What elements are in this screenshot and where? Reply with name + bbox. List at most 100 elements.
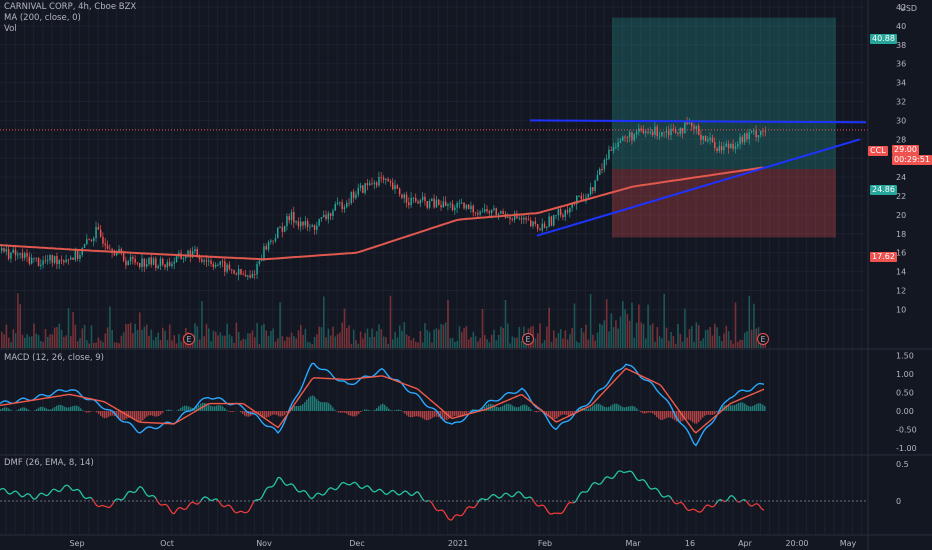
volume-bar	[589, 294, 592, 348]
dmf-segment	[609, 477, 613, 480]
ma-legend[interactable]: MA (200, close, 0)	[4, 13, 81, 23]
dmf-segment	[217, 499, 221, 504]
candle-body	[343, 207, 346, 210]
macd-histogram-bar	[42, 406, 44, 411]
dmf-legend[interactable]: DMF (26, EMA, 8, 14)	[4, 458, 94, 468]
dmf-segment	[533, 501, 537, 505]
dmf-segment	[463, 509, 467, 514]
macd-histogram-bar	[528, 406, 530, 411]
dmf-segment	[719, 498, 723, 501]
earnings-marker	[183, 333, 195, 345]
candle-body	[408, 202, 410, 206]
volume-bar	[37, 335, 40, 348]
dmf-segment	[383, 492, 387, 495]
candle-body	[203, 260, 205, 262]
macd-histogram-bar	[578, 408, 580, 411]
price-axis[interactable]: 10121416182022242628303234363840421.501.…	[896, 3, 917, 506]
volume-bar	[442, 324, 445, 348]
dmf-segment	[369, 487, 373, 491]
candle-body	[311, 225, 313, 227]
macd-histogram-bar	[688, 411, 690, 420]
dmf-segment	[245, 511, 249, 514]
macd-histogram-bar	[656, 411, 658, 418]
macd-histogram-bar	[292, 406, 294, 411]
macd-histogram-bar	[534, 411, 536, 412]
macd-histogram-bar	[462, 411, 464, 417]
volume-bar	[440, 324, 442, 348]
dmf-segment	[127, 490, 131, 493]
volume-bar	[90, 325, 93, 348]
macd-histogram-bar	[154, 411, 156, 417]
macd-histogram-bar	[466, 411, 468, 414]
macd-histogram-bar	[608, 406, 610, 411]
symbol-title[interactable]: CARNIVAL CORP, 4h, Cboe BZX	[4, 2, 137, 12]
time-axis[interactable]: Sep Oct Nov Dec 2021 Feb Mar 16 Apr 20:00 May	[69, 539, 856, 548]
volume-bar	[279, 302, 281, 348]
macd-histogram-bar	[738, 402, 740, 411]
macd-histogram-bar	[430, 411, 432, 419]
macd-histogram-bar	[312, 395, 314, 411]
volume-bar	[762, 342, 764, 348]
volume-bar	[470, 337, 472, 348]
dmf-segment	[481, 498, 485, 500]
dmf-segment	[279, 477, 283, 481]
candle-body	[327, 213, 330, 220]
volume-bar	[70, 336, 72, 348]
volume-bar	[658, 336, 661, 348]
candle-body	[454, 207, 456, 211]
dmf-segment	[77, 488, 81, 492]
candle-body	[249, 275, 251, 278]
macd-histogram-bar	[332, 407, 334, 411]
resistance-trendline[interactable]	[529, 119, 867, 124]
price-tick-label: 20	[896, 211, 906, 220]
price-tick-label: 36	[896, 60, 906, 69]
volume-bar	[134, 323, 136, 348]
ma-200-line	[0, 166, 765, 261]
macd-histogram-bar	[484, 406, 486, 411]
candle-body	[219, 261, 221, 265]
volume-bar	[175, 343, 178, 348]
macd-histogram-bar	[510, 404, 512, 411]
candle-body	[281, 227, 284, 232]
candle-body	[313, 225, 316, 230]
dmf-segment	[121, 497, 125, 501]
candle-body	[596, 174, 599, 181]
volume-bar	[263, 323, 265, 348]
candle-body	[189, 250, 192, 258]
dmf-segment	[309, 497, 313, 500]
volume-bar	[472, 331, 475, 348]
dmf-segment	[761, 508, 765, 511]
volume-bar	[760, 342, 762, 348]
dmf-segment	[201, 496, 205, 500]
volume-bar	[605, 299, 608, 348]
macd-histogram-bar	[574, 411, 576, 413]
candle-body	[442, 201, 445, 208]
dmf-segment	[425, 500, 429, 503]
dmf-segment	[251, 501, 255, 506]
dmf-segment	[55, 489, 59, 492]
entry-price-badge: 24.86	[870, 185, 897, 195]
support-trendline[interactable]	[536, 138, 861, 237]
macd-histogram-bar	[40, 406, 42, 411]
macd-histogram-bar	[224, 408, 226, 411]
volume-bar	[571, 328, 573, 348]
volume-bar	[152, 340, 155, 348]
volume-bar	[408, 336, 410, 348]
macd-histogram-bar	[352, 411, 354, 417]
dmf-segment	[721, 499, 725, 502]
macd-legend[interactable]: MACD (12, 26, close, 9)	[4, 353, 104, 363]
macd-histogram-bar	[62, 405, 64, 411]
macd-histogram-bar	[74, 405, 76, 411]
macd-histogram-bar	[444, 411, 446, 421]
long-position-tool[interactable]	[612, 17, 836, 238]
volume-bar	[490, 334, 493, 348]
dmf-segment	[665, 495, 669, 498]
dmf-segment	[5, 490, 9, 494]
earnings-marker	[757, 333, 769, 345]
candle-body	[3, 248, 5, 252]
macd-histogram-bar	[326, 402, 328, 411]
earnings-marker	[522, 333, 534, 345]
vol-legend[interactable]: Vol	[4, 24, 17, 34]
candle-body	[290, 212, 293, 221]
